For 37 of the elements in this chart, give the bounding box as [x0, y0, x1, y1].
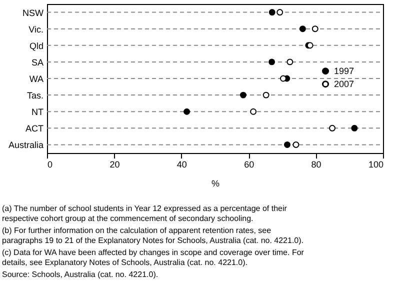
x-tick-label: 60: [244, 160, 254, 170]
point: [351, 124, 358, 132]
y-tick-label: Vic.: [28, 24, 44, 34]
y-tick-label: ACT: [26, 124, 44, 134]
point: [280, 75, 286, 82]
point: [262, 92, 270, 98]
text: (a) The number of school students in Year 12 expressed as a percentage of their respective cohort group at the commencement of secondary schooling.: [2, 204, 288, 223]
x-tick-label: 40: [176, 160, 187, 170]
point: [299, 26, 306, 32]
y-tick-label: Tas.: [26, 90, 44, 101]
point: [184, 108, 190, 115]
y-tick-label: SA: [31, 57, 44, 68]
point: [268, 9, 276, 16]
y-tick-label: NT: [32, 107, 44, 118]
point: [276, 9, 284, 16]
y-tick-label: WA: [29, 74, 44, 84]
x-tick-label: 20: [110, 160, 120, 170]
point: [268, 58, 276, 66]
legend-label: 1997: [334, 66, 354, 76]
legend-label: 2007: [334, 79, 354, 90]
x-axis-title: %: [211, 178, 220, 188]
y-tick-label: Australia: [8, 140, 44, 150]
text: (b) For further information on the calculation of apparent retention rates, see paragraphs 19 to 21 of the Explanatory Notes for Schools, Australia (cat. no. 4221.0).: [2, 226, 304, 245]
point: [250, 108, 257, 115]
point: [292, 141, 300, 148]
source-note: Source: Schools, Australia (cat. no. 4221.0).: [2, 270, 158, 279]
point: [312, 26, 318, 32]
point: [240, 92, 246, 98]
point: [286, 58, 294, 66]
y-tick-label: NSW: [22, 8, 44, 18]
x-tick-label: 80: [311, 160, 322, 170]
point: [284, 141, 290, 148]
x-tick-label: 0: [48, 160, 53, 170]
y-tick-label: Qld: [29, 40, 44, 51]
point: [329, 124, 336, 132]
x-tick-label: 100: [368, 160, 384, 170]
text: (c) Data for WA have been affected by changes in scope and coverage over time. For details, see Explanatory Notes of Schools, Australia (cat. no. 4221.0).: [2, 248, 304, 267]
